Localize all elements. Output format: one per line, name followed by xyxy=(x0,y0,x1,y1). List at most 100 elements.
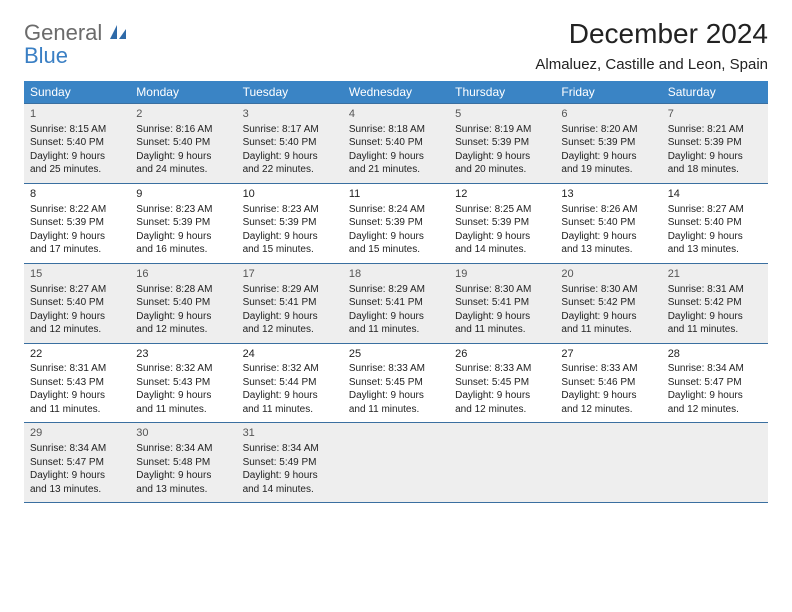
calendar-day-cell: 15Sunrise: 8:27 AMSunset: 5:40 PMDayligh… xyxy=(24,263,130,343)
day-info-line: Sunset: 5:39 PM xyxy=(455,216,549,230)
day-info-line: Sunrise: 8:23 AM xyxy=(243,203,337,217)
day-info-line: and 21 minutes. xyxy=(349,163,443,177)
day-info-line: Sunrise: 8:20 AM xyxy=(561,123,655,137)
day-info-line: Sunset: 5:39 PM xyxy=(136,216,230,230)
day-info-line: Sunset: 5:39 PM xyxy=(349,216,443,230)
day-info-line: Sunrise: 8:30 AM xyxy=(561,283,655,297)
day-info-line: Sunset: 5:45 PM xyxy=(455,376,549,390)
day-number: 28 xyxy=(668,347,762,362)
calendar-day-cell: 10Sunrise: 8:23 AMSunset: 5:39 PMDayligh… xyxy=(237,183,343,263)
day-info-line: and 12 minutes. xyxy=(561,403,655,417)
calendar-day-cell: 29Sunrise: 8:34 AMSunset: 5:47 PMDayligh… xyxy=(24,423,130,503)
calendar-day-cell: 31Sunrise: 8:34 AMSunset: 5:49 PMDayligh… xyxy=(237,423,343,503)
day-info-line: and 14 minutes. xyxy=(455,243,549,257)
day-info-line: and 15 minutes. xyxy=(243,243,337,257)
day-number: 13 xyxy=(561,187,655,202)
calendar-day-cell: 18Sunrise: 8:29 AMSunset: 5:41 PMDayligh… xyxy=(343,263,449,343)
calendar-day-cell: 12Sunrise: 8:25 AMSunset: 5:39 PMDayligh… xyxy=(449,183,555,263)
calendar-week-row: 15Sunrise: 8:27 AMSunset: 5:40 PMDayligh… xyxy=(24,263,768,343)
day-info-line: and 13 minutes. xyxy=(561,243,655,257)
day-number: 4 xyxy=(349,107,443,122)
day-info-line: and 20 minutes. xyxy=(455,163,549,177)
logo-sail-icon xyxy=(109,24,127,40)
day-info-line: and 13 minutes. xyxy=(668,243,762,257)
day-info-line: Daylight: 9 hours xyxy=(136,150,230,164)
day-info-line: Sunrise: 8:34 AM xyxy=(30,442,124,456)
day-info-line: Sunrise: 8:27 AM xyxy=(668,203,762,217)
calendar-day-cell: 14Sunrise: 8:27 AMSunset: 5:40 PMDayligh… xyxy=(662,183,768,263)
day-info-line: and 25 minutes. xyxy=(30,163,124,177)
day-info-line: and 14 minutes. xyxy=(243,483,337,497)
calendar-day-cell: 6Sunrise: 8:20 AMSunset: 5:39 PMDaylight… xyxy=(555,104,661,184)
day-info-line: Daylight: 9 hours xyxy=(455,389,549,403)
calendar-day-cell: 1Sunrise: 8:15 AMSunset: 5:40 PMDaylight… xyxy=(24,104,130,184)
day-info-line: Sunrise: 8:26 AM xyxy=(561,203,655,217)
day-info-line: Sunrise: 8:34 AM xyxy=(668,362,762,376)
day-info-line: Sunrise: 8:33 AM xyxy=(349,362,443,376)
day-info-line: and 11 minutes. xyxy=(349,403,443,417)
day-info-line: Sunrise: 8:32 AM xyxy=(136,362,230,376)
day-info-line: and 11 minutes. xyxy=(243,403,337,417)
calendar-day-cell: 9Sunrise: 8:23 AMSunset: 5:39 PMDaylight… xyxy=(130,183,236,263)
day-info-line: Daylight: 9 hours xyxy=(349,389,443,403)
calendar-day-cell: 19Sunrise: 8:30 AMSunset: 5:41 PMDayligh… xyxy=(449,263,555,343)
day-number: 23 xyxy=(136,347,230,362)
day-info-line: Sunset: 5:49 PM xyxy=(243,456,337,470)
day-info-line: and 12 minutes. xyxy=(30,323,124,337)
day-number: 1 xyxy=(30,107,124,122)
day-number: 8 xyxy=(30,187,124,202)
day-number: 7 xyxy=(668,107,762,122)
day-info-line: and 22 minutes. xyxy=(243,163,337,177)
day-number: 9 xyxy=(136,187,230,202)
day-info-line: and 11 minutes. xyxy=(455,323,549,337)
day-info-line: Sunset: 5:40 PM xyxy=(349,136,443,150)
calendar-day-cell: 4Sunrise: 8:18 AMSunset: 5:40 PMDaylight… xyxy=(343,104,449,184)
day-info-line: Sunrise: 8:18 AM xyxy=(349,123,443,137)
day-info-line: Daylight: 9 hours xyxy=(243,469,337,483)
day-info-line: Sunrise: 8:25 AM xyxy=(455,203,549,217)
day-info-line: Daylight: 9 hours xyxy=(136,230,230,244)
day-info-line: Daylight: 9 hours xyxy=(30,150,124,164)
day-info-line: Sunset: 5:39 PM xyxy=(455,136,549,150)
day-info-line: Daylight: 9 hours xyxy=(668,310,762,324)
day-info-line: Sunset: 5:40 PM xyxy=(136,296,230,310)
calendar-week-row: 22Sunrise: 8:31 AMSunset: 5:43 PMDayligh… xyxy=(24,343,768,423)
day-info-line: Sunrise: 8:24 AM xyxy=(349,203,443,217)
day-info-line: Daylight: 9 hours xyxy=(668,389,762,403)
day-info-line: and 15 minutes. xyxy=(349,243,443,257)
day-info-line: Daylight: 9 hours xyxy=(30,469,124,483)
day-number: 14 xyxy=(668,187,762,202)
day-info-line: Sunset: 5:40 PM xyxy=(136,136,230,150)
day-info-line: Daylight: 9 hours xyxy=(455,310,549,324)
day-info-line: Sunset: 5:43 PM xyxy=(136,376,230,390)
day-info-line: Daylight: 9 hours xyxy=(561,310,655,324)
day-number: 16 xyxy=(136,267,230,282)
day-info-line: Daylight: 9 hours xyxy=(136,389,230,403)
calendar-day-cell: 28Sunrise: 8:34 AMSunset: 5:47 PMDayligh… xyxy=(662,343,768,423)
day-number: 30 xyxy=(136,426,230,441)
day-number: 19 xyxy=(455,267,549,282)
day-info-line: Sunrise: 8:16 AM xyxy=(136,123,230,137)
logo: General Blue xyxy=(24,18,127,68)
day-number: 25 xyxy=(349,347,443,362)
day-number: 17 xyxy=(243,267,337,282)
calendar-day-cell xyxy=(662,423,768,503)
calendar-day-cell: 25Sunrise: 8:33 AMSunset: 5:45 PMDayligh… xyxy=(343,343,449,423)
day-info-line: Sunset: 5:40 PM xyxy=(30,136,124,150)
day-info-line: Daylight: 9 hours xyxy=(561,150,655,164)
calendar-day-cell: 7Sunrise: 8:21 AMSunset: 5:39 PMDaylight… xyxy=(662,104,768,184)
day-info-line: and 12 minutes. xyxy=(136,323,230,337)
day-info-line: Sunrise: 8:33 AM xyxy=(455,362,549,376)
day-info-line: Sunrise: 8:34 AM xyxy=(136,442,230,456)
day-number: 22 xyxy=(30,347,124,362)
calendar-table: Sunday Monday Tuesday Wednesday Thursday… xyxy=(24,81,768,503)
day-info-line: Sunset: 5:43 PM xyxy=(30,376,124,390)
day-info-line: and 24 minutes. xyxy=(136,163,230,177)
calendar-day-cell: 2Sunrise: 8:16 AMSunset: 5:40 PMDaylight… xyxy=(130,104,236,184)
day-info-line: Sunrise: 8:34 AM xyxy=(243,442,337,456)
page-title: December 2024 xyxy=(535,18,768,50)
day-info-line: Sunrise: 8:32 AM xyxy=(243,362,337,376)
calendar-day-cell: 8Sunrise: 8:22 AMSunset: 5:39 PMDaylight… xyxy=(24,183,130,263)
weekday-header: Thursday xyxy=(449,81,555,104)
day-info-line: Sunrise: 8:19 AM xyxy=(455,123,549,137)
